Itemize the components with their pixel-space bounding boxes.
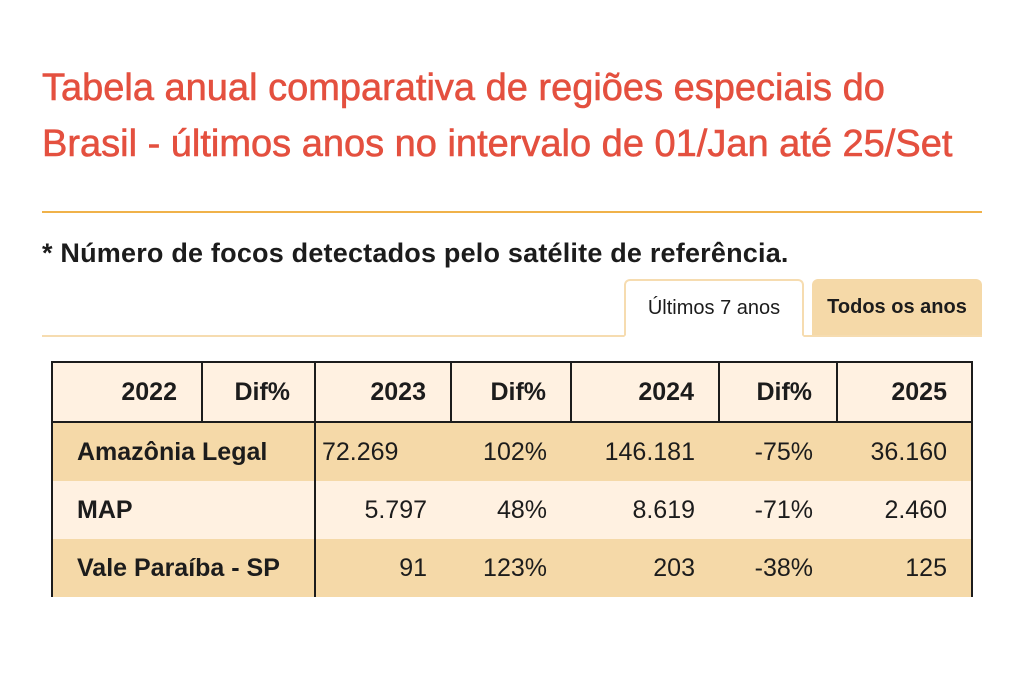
table-row: MAP 5.797 48% 8.619 -71% 2.460: [51, 481, 973, 539]
column-header: Dif%: [718, 361, 838, 423]
table-cell: 91: [315, 539, 451, 597]
tab-last-7-years[interactable]: Últimos 7 anos: [624, 279, 804, 337]
row-label: Amazônia Legal: [51, 421, 316, 481]
table-row: Amazônia Legal 72.269 102% 146.181 -75% …: [51, 421, 973, 481]
table-cell: 125: [837, 539, 973, 597]
table-header-row: 2022 Dif% 2023 Dif% 2024 Dif% 2025: [51, 361, 973, 423]
table-cell: -75%: [719, 421, 837, 481]
table-cell: 203: [571, 539, 719, 597]
column-header: 2022: [51, 361, 203, 423]
tabs-divider: [42, 335, 982, 337]
table-cell: 102%: [451, 421, 571, 481]
table-cell: 2.460: [837, 481, 973, 539]
page-title: Tabela anual comparativa de regiões espe…: [42, 67, 953, 166]
table-cell: 72.269: [315, 421, 451, 481]
subtitle: * Número de focos detectados pelo satéli…: [42, 238, 789, 268]
column-header: Dif%: [450, 361, 572, 423]
row-label: Vale Paraíba - SP: [51, 539, 316, 597]
title-divider: [42, 211, 982, 213]
row-label: MAP: [51, 481, 316, 539]
table-row: Vale Paraíba - SP 91 123% 203 -38% 125: [51, 539, 973, 597]
table-cell: 146.181: [571, 421, 719, 481]
table-cell: 36.160: [837, 421, 973, 481]
table-cell: 8.619: [571, 481, 719, 539]
column-header: Dif%: [201, 361, 316, 423]
table-cell: 5.797: [315, 481, 451, 539]
table-cell: 48%: [451, 481, 571, 539]
table-cell: -38%: [719, 539, 837, 597]
tab-all-years[interactable]: Todos os anos: [812, 279, 982, 335]
column-header: 2024: [570, 361, 720, 423]
table-cell: 123%: [451, 539, 571, 597]
column-header: 2025: [836, 361, 973, 423]
table-cell: -71%: [719, 481, 837, 539]
comparison-table: 2022 Dif% 2023 Dif% 2024 Dif% 2025 Amazô…: [51, 361, 973, 597]
column-header: 2023: [314, 361, 452, 423]
